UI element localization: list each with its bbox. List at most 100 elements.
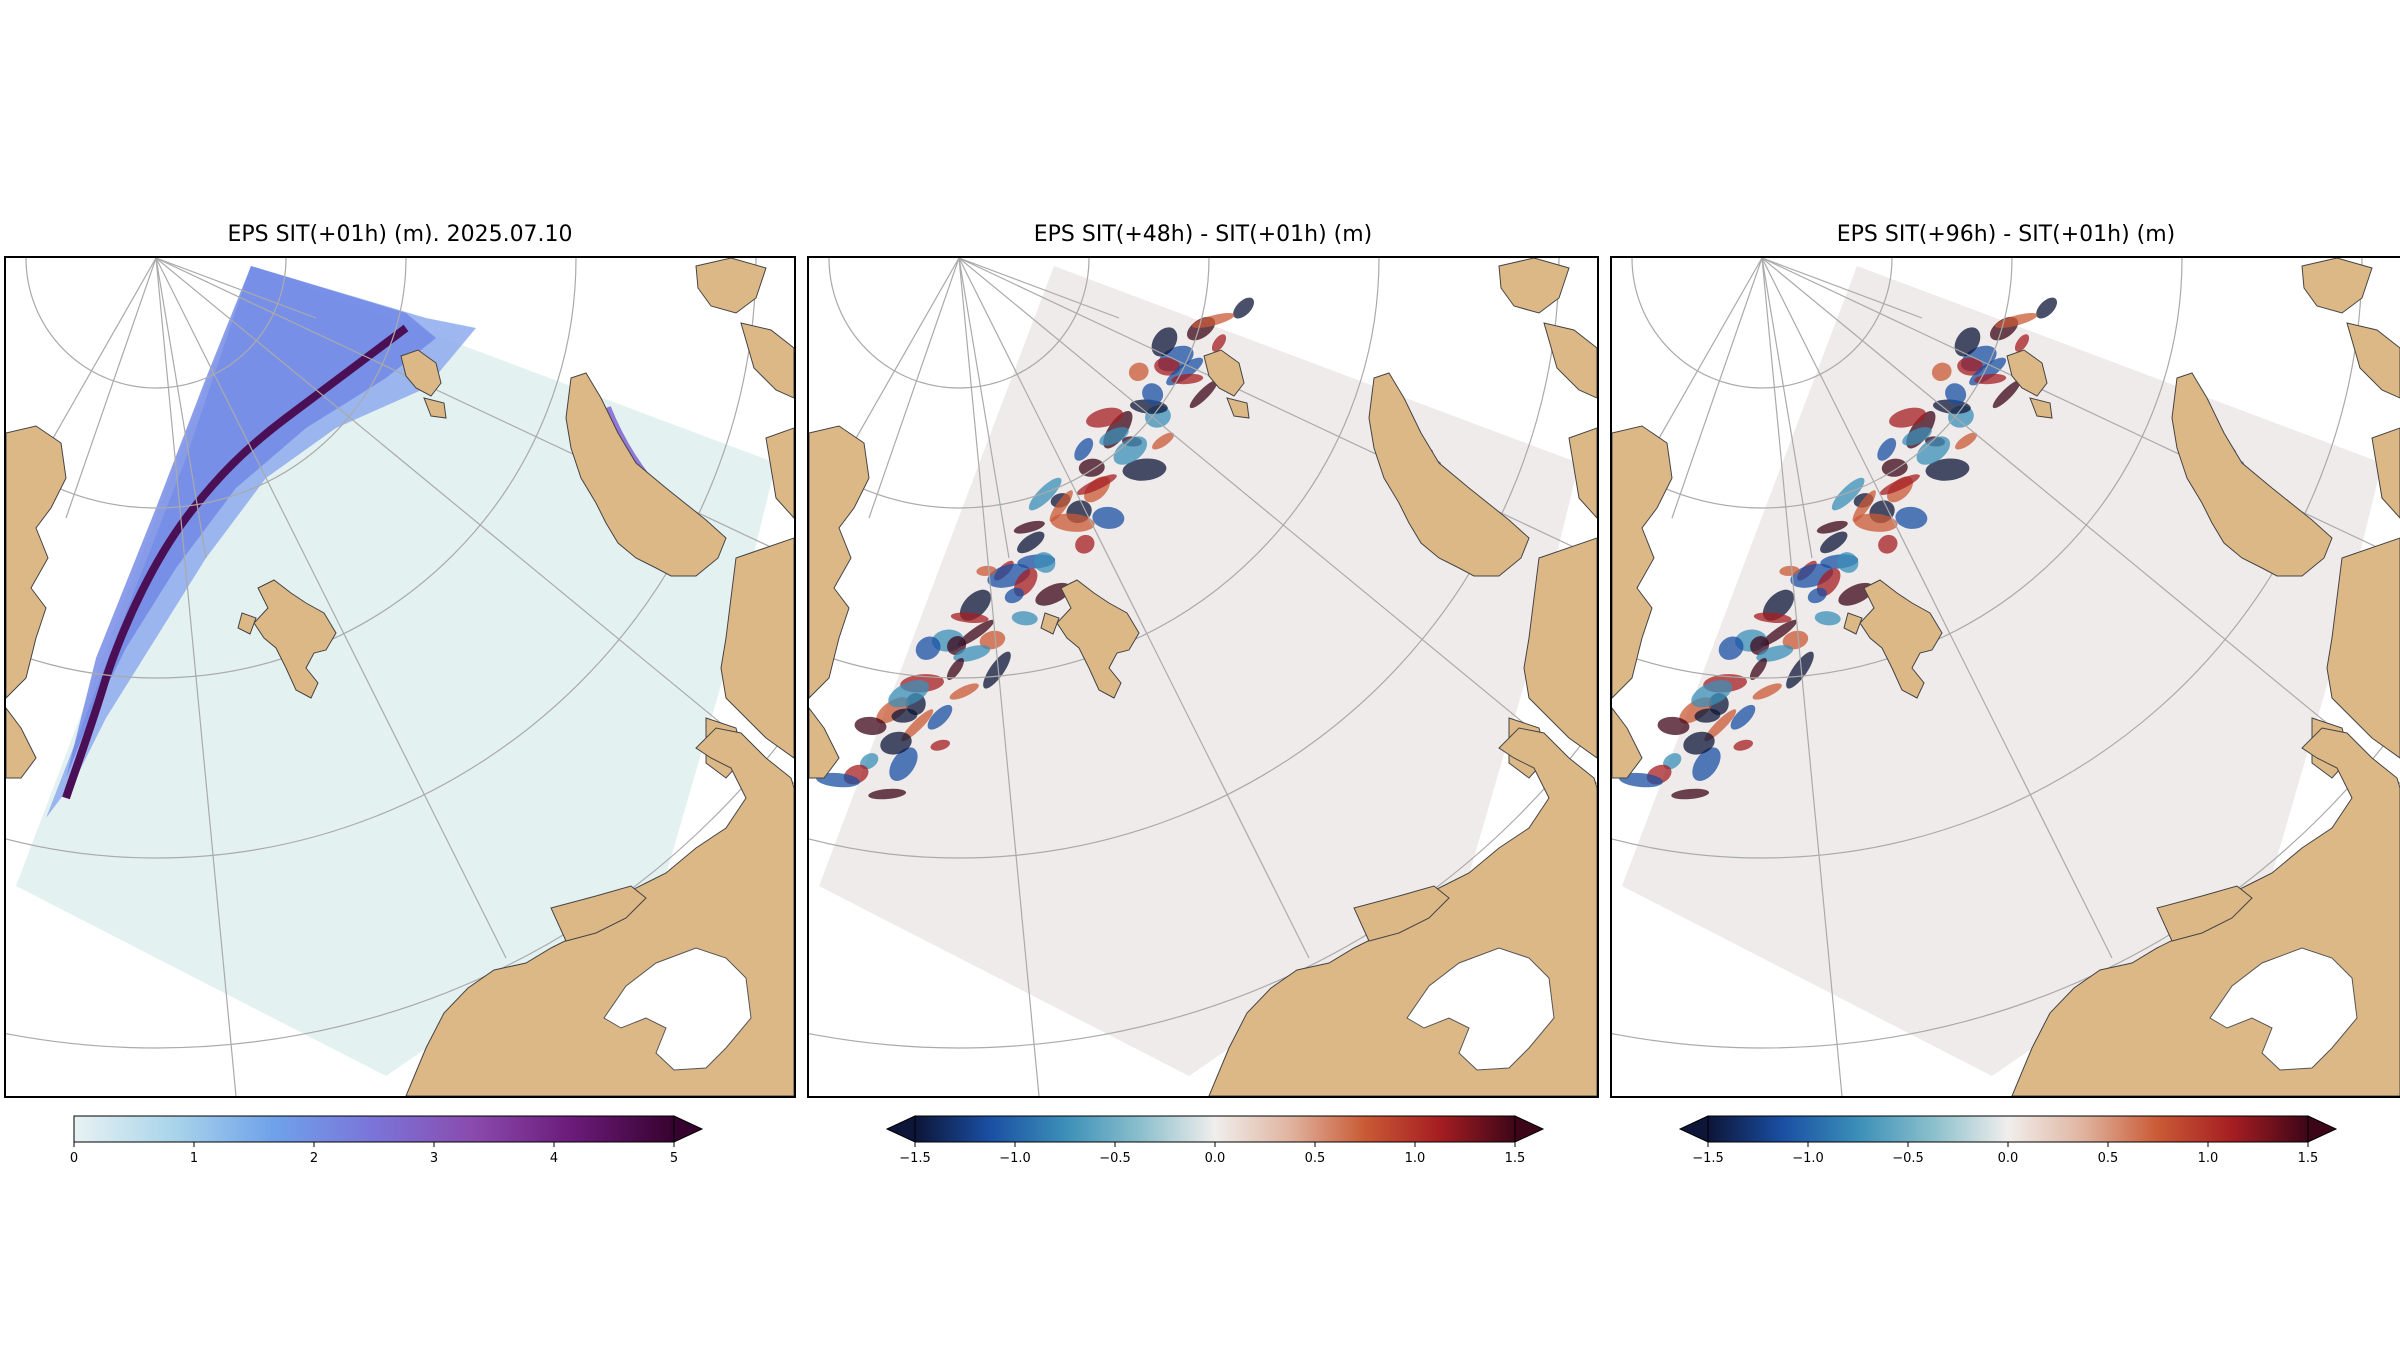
diff-patch xyxy=(1076,474,1117,495)
diff-patch xyxy=(1752,683,1782,700)
diff-patch xyxy=(868,788,907,800)
diff-patch xyxy=(1142,383,1164,405)
map-svg-3 xyxy=(1612,258,2400,1096)
diff-patch xyxy=(1916,436,1951,465)
land-mass xyxy=(809,425,870,699)
diff-patch xyxy=(1730,704,1756,730)
diff-patch xyxy=(1013,520,1045,534)
map-diff-96h[interactable] xyxy=(1610,256,2400,1098)
diff-patch xyxy=(950,612,989,623)
diff-patch xyxy=(1718,636,1744,660)
diff-patch xyxy=(1816,520,1848,534)
diff-patch xyxy=(1694,708,1721,723)
land-mass xyxy=(1056,579,1140,699)
diff-patch xyxy=(1955,432,1978,450)
colorbar-extend-max xyxy=(2307,1115,2338,1143)
diff-patch xyxy=(816,772,860,788)
diff-patch xyxy=(1753,612,1792,623)
land-mass xyxy=(2029,397,2053,419)
diff-patch xyxy=(888,680,930,708)
diff-patch xyxy=(1878,534,1898,554)
land-mass xyxy=(1843,612,1863,635)
diff-patch xyxy=(1657,716,1690,735)
diff-patch xyxy=(1151,327,1178,357)
diff-patch xyxy=(1092,506,1125,529)
diff-patch xyxy=(1663,753,1682,770)
diff-patch xyxy=(1749,657,1767,681)
diff-patch xyxy=(949,683,979,700)
diff-patch xyxy=(1074,438,1094,461)
diff-patch xyxy=(1992,380,2021,409)
diff-patch xyxy=(891,708,918,723)
diff-patch xyxy=(1853,513,1898,532)
diff-patch xyxy=(889,747,918,781)
colorbar-extend-min xyxy=(885,1115,916,1143)
diff-patch xyxy=(1671,788,1710,800)
diff-patch xyxy=(1954,327,1981,357)
diff-patch xyxy=(1154,357,1181,376)
diff-patch xyxy=(1049,490,1073,522)
diff-patch xyxy=(1831,477,1865,511)
diff-patch xyxy=(1957,357,1984,376)
land-mass xyxy=(6,425,67,699)
diff-patch xyxy=(1691,680,1733,708)
white-sea xyxy=(603,947,752,1071)
land-mass xyxy=(1612,425,1673,699)
diff-patch xyxy=(1128,362,1149,382)
colorbar-tick-label: 1.5 xyxy=(1505,1151,1526,1166)
colorbar-extend-max xyxy=(1514,1115,1545,1143)
diff-patch xyxy=(854,716,887,735)
diff-patch xyxy=(946,657,964,681)
diff-patch xyxy=(1211,334,1227,352)
colorbar-tick-label: 1.5 xyxy=(2298,1151,2319,1166)
colorbar-tick-label: −1.5 xyxy=(1692,1151,1724,1166)
diff-patch xyxy=(1099,427,1129,446)
land-mass xyxy=(253,579,337,699)
diff-patch xyxy=(860,753,879,770)
land-mass xyxy=(1368,372,1530,577)
diff-patch xyxy=(1925,458,1970,481)
diff-patch xyxy=(1931,362,1952,382)
land-mass xyxy=(2371,427,2400,519)
diff-patch xyxy=(1902,427,1932,446)
colorbar-svg-1: 0 1 2 3 4 5 xyxy=(70,1115,704,1166)
diff-patch xyxy=(1782,630,1809,650)
diff-patch xyxy=(1945,383,1967,405)
diff-patch xyxy=(957,619,995,647)
diff-patch xyxy=(901,709,934,742)
diff-patch xyxy=(1786,651,1814,689)
land-mass xyxy=(1226,397,1250,419)
diff-patch xyxy=(976,565,997,576)
diff-patch xyxy=(930,739,951,751)
land-mass xyxy=(740,322,794,399)
diff-patch xyxy=(1704,709,1737,742)
diff-patch xyxy=(1733,739,1754,751)
diff-patch xyxy=(983,651,1011,689)
diff-patch xyxy=(2014,334,2030,352)
diff-patch xyxy=(927,704,953,730)
land-mass xyxy=(1543,322,1597,399)
ice-edge-band xyxy=(62,324,409,800)
land-mass xyxy=(765,427,794,519)
diff-patch xyxy=(1086,407,1124,428)
colorbar-tick-label: 1.0 xyxy=(1405,1151,1426,1166)
colorbar-tick-label: 0.0 xyxy=(1205,1151,1226,1166)
diff-patch xyxy=(1820,531,1848,554)
diff-patch xyxy=(1836,552,1859,573)
panel-title: EPS SIT(+48h) - SIT(+01h) (m) xyxy=(1033,222,1373,247)
colorbar-svg-2: −1.5 −1.0 −0.5 0.0 0.5 1.0 1.5 xyxy=(885,1115,1545,1166)
diff-patch xyxy=(1122,458,1167,481)
diff-patch xyxy=(1075,534,1095,554)
diff-patch xyxy=(1994,313,2038,328)
map-thickness[interactable] xyxy=(4,256,796,1098)
diff-patch xyxy=(1877,438,1897,461)
land-mass xyxy=(237,612,257,635)
diff-patch xyxy=(953,645,991,662)
map-diff-48h[interactable] xyxy=(807,256,1599,1098)
land-mass xyxy=(1523,537,1597,759)
colorbar-extend-max xyxy=(673,1115,704,1143)
diff-patch xyxy=(1807,587,1827,604)
colorbar-tick-label: −1.0 xyxy=(999,1151,1031,1166)
diff-patch xyxy=(1683,731,1715,755)
colorbar-tick-label: −1.5 xyxy=(899,1151,931,1166)
